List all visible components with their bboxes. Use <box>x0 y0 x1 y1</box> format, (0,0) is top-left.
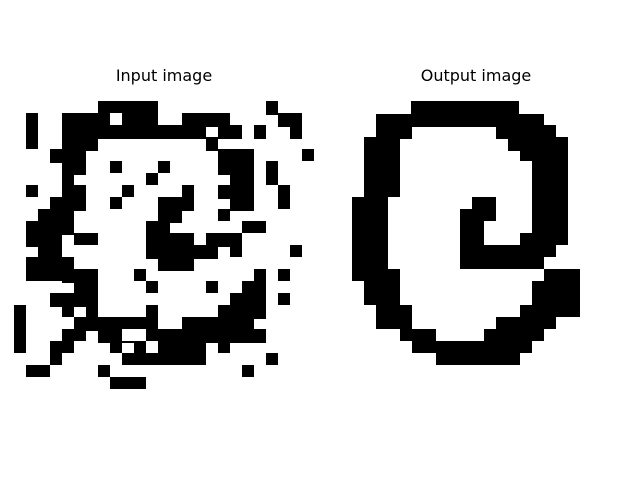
output-image <box>352 101 580 365</box>
input-image-title: Input image <box>115 66 213 85</box>
input-image <box>14 101 314 389</box>
output-image-title: Output image <box>420 66 532 85</box>
